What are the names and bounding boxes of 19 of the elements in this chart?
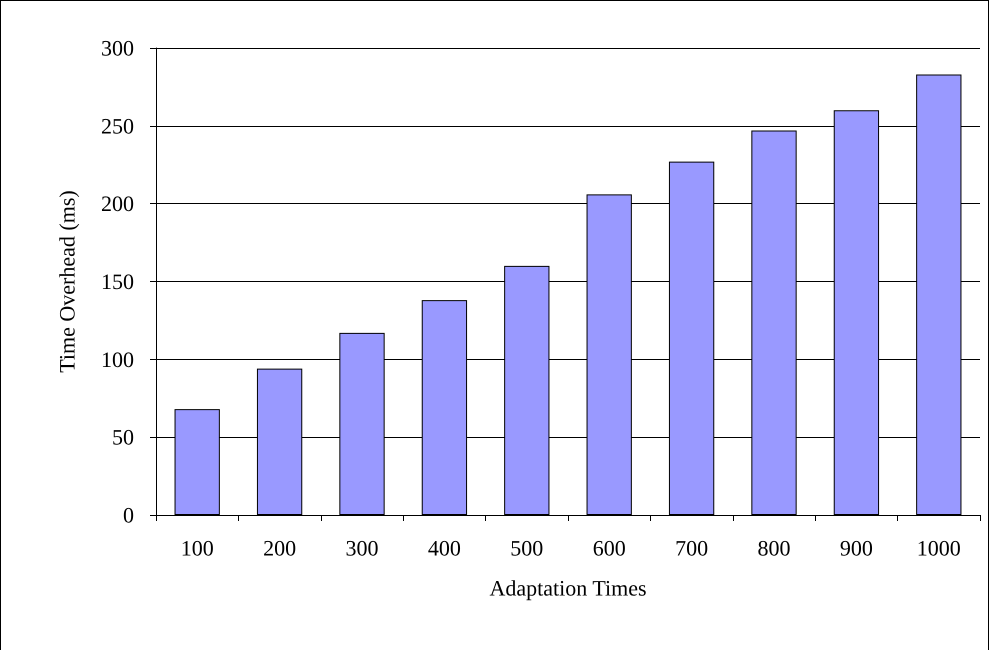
x-tick-label: 600 <box>592 536 626 560</box>
y-tick-label: 250 <box>101 113 134 138</box>
y-tick-label: 300 <box>101 36 134 60</box>
x-tick-label: 100 <box>180 536 214 560</box>
x-tick-label: 500 <box>510 536 544 560</box>
x-tick-label: 800 <box>758 536 790 560</box>
x-tick-label: 200 <box>263 536 296 560</box>
y-tick-label: 200 <box>101 191 134 216</box>
x-axis-title: Adaptation Times <box>489 576 647 600</box>
y-tick-label: 150 <box>101 269 134 294</box>
x-tick-label: 400 <box>428 536 461 560</box>
x-tick-label: 700 <box>675 536 708 560</box>
y-tick-label: 0 <box>123 502 134 528</box>
y-axis-title: Time Overhead (ms) <box>54 190 80 373</box>
x-tick-label: 1000 <box>916 536 961 560</box>
x-tick-label: 900 <box>840 536 873 560</box>
y-tick-label: 100 <box>101 346 134 372</box>
y-tick-label: 50 <box>112 424 134 450</box>
x-tick-label: 300 <box>346 536 378 560</box>
